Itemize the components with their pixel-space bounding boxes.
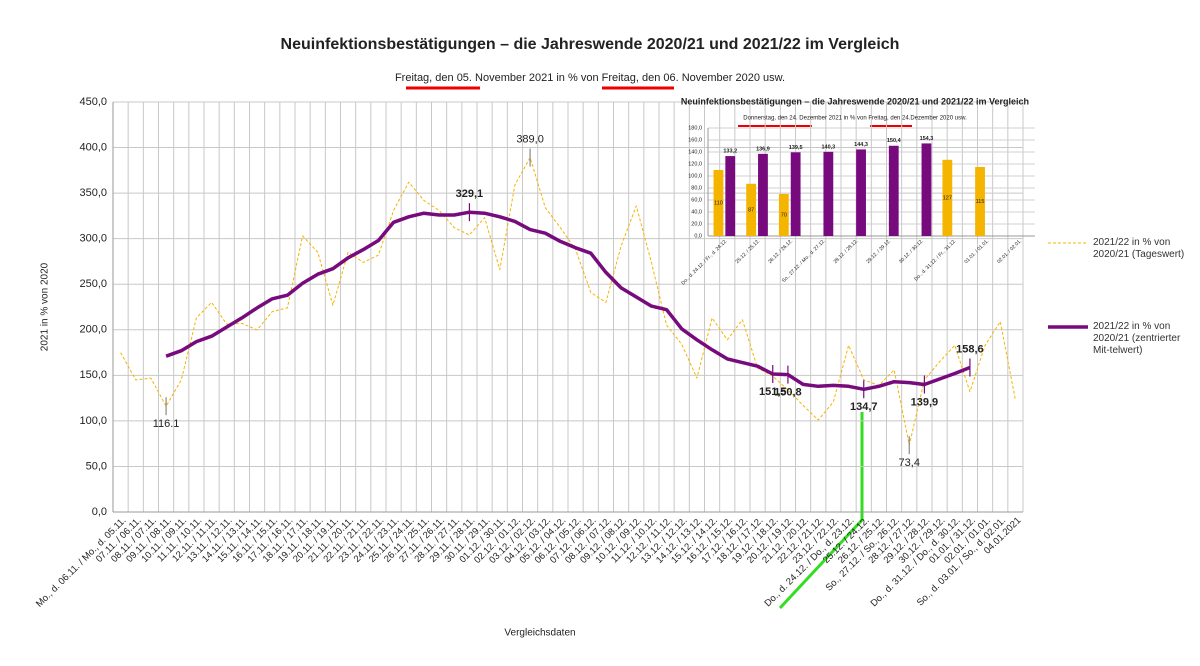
bar [758, 153, 768, 236]
data-label: 140,3 [821, 144, 835, 150]
data-label: 133,2 [723, 149, 737, 155]
y-tick-label: 40,0 [691, 209, 702, 215]
data-label: 127 [943, 195, 952, 201]
y-tick-label: 140,0 [688, 149, 702, 155]
bar [713, 170, 724, 236]
data-label: 329,1 [456, 188, 484, 200]
bar [856, 149, 866, 236]
data-label: 139,5 [789, 145, 803, 151]
y-tick-label: 250,0 [79, 278, 107, 290]
bar [975, 167, 985, 236]
data-label: 139,9 [911, 396, 939, 408]
y-tick-label: 80,0 [691, 185, 702, 191]
data-label: 151,5 [759, 386, 787, 398]
x-axis-title: Vergleichsdaten [504, 628, 575, 639]
y-tick-label: 0,0 [92, 506, 107, 518]
data-label: 158,6 [956, 343, 984, 355]
data-label: 116.1 [153, 418, 180, 430]
y-tick-label: 400,0 [79, 141, 107, 153]
y-tick-label: 200,0 [79, 324, 107, 336]
y-axis-title: 2021 in % von 2020 [40, 262, 51, 351]
data-label: 87 [748, 207, 754, 213]
y-tick-label: 100,0 [688, 173, 702, 179]
pointer-line [778, 412, 864, 610]
legend-label: 2021/22 in % von 2020/21 (Tageswert) [1093, 237, 1185, 260]
bar [888, 145, 899, 236]
y-tick-label: 350,0 [79, 187, 107, 199]
y-tick-label: 20,0 [691, 221, 702, 227]
data-label: 389,0 [516, 133, 544, 145]
average-line [165, 210, 971, 392]
y-tick-label: 450,0 [79, 96, 107, 108]
bar [942, 159, 953, 236]
data-label: 150,4 [887, 138, 902, 144]
y-tick-label: 180,0 [688, 125, 702, 131]
bar [790, 152, 801, 236]
data-label: 70 [781, 212, 787, 218]
bar [823, 151, 834, 236]
y-tick-label: 160,0 [688, 137, 702, 143]
data-label: 110 [714, 200, 723, 206]
bar [725, 156, 736, 236]
data-label: 154,3 [920, 136, 934, 142]
y-tick-label: 300,0 [79, 233, 107, 245]
y-tick-label: 60,0 [691, 197, 702, 203]
chart-title: Neuinfektionsbestätigungen – die Jahresw… [281, 36, 900, 53]
y-tick-label: 120,0 [688, 161, 702, 167]
bar [921, 143, 932, 236]
data-label: 136,9 [756, 146, 770, 152]
bar [778, 194, 789, 236]
chart-title: Neuinfektionsbestätigungen – die Jahresw… [681, 96, 1029, 106]
data-label: 144,3 [854, 142, 868, 148]
chart-subtitle: Donnerstag, den 24. Dezember 2021 in % v… [743, 116, 967, 122]
bar [746, 183, 757, 236]
data-label: 150,8 [774, 387, 802, 399]
daily-line [120, 157, 1016, 446]
chart-subtitle: Freitag, den 05. November 2021 in % von … [395, 72, 785, 84]
y-tick-label: 150,0 [79, 369, 107, 381]
legend-label: 2021/22 in % von 2020/21 (zentrierter Mi… [1093, 321, 1181, 356]
y-tick-label: 50,0 [86, 460, 107, 472]
data-label: 73,4 [899, 457, 920, 469]
y-tick-label: 0,0 [694, 233, 702, 239]
y-tick-label: 100,0 [79, 415, 107, 427]
data-label: 134,7 [850, 401, 878, 413]
data-label: 115 [976, 199, 985, 205]
